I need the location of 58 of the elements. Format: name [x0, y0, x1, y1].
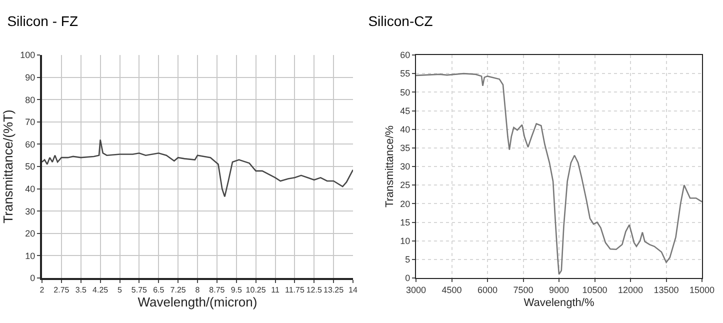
x-tick-label: 14 [348, 286, 358, 295]
y-tick-label: 55 [400, 68, 410, 79]
x-tick-label: 4500 [442, 284, 462, 295]
x-tick-label: 3.5 [75, 286, 87, 295]
y-tick-label: 25 [400, 180, 410, 190]
y-tick-label: 100 [20, 50, 36, 60]
y-tick-label: 70 [25, 117, 36, 128]
x-tick-label: 9.5 [230, 286, 242, 295]
x-axis-title: Wavelength/% [524, 297, 594, 309]
y-tick-label: 20 [400, 198, 410, 209]
x-tick-label: 6000 [477, 284, 498, 295]
x-tick-label: 12000 [618, 284, 644, 295]
x-tick-label: 11 [271, 286, 280, 295]
x-tick-label: 10.25 [246, 286, 266, 295]
y-axis-title: Transmittance/% [384, 125, 396, 208]
x-tick-label: 13.25 [324, 286, 344, 295]
x-tick-label: 8.75 [209, 286, 226, 295]
x-tick-label: 8 [195, 286, 200, 295]
y-tick-label: 0 [405, 273, 410, 284]
x-tick-label: 7.25 [170, 286, 186, 295]
x-tick-label: 5.75 [131, 286, 148, 295]
line-series [42, 139, 353, 198]
x-tick-label: 9000 [548, 284, 570, 295]
x-tick-label: 3000 [406, 284, 426, 295]
y-tick-label: 0 [30, 273, 36, 284]
chart-title: Silicon-CZ [368, 12, 434, 29]
y-tick-label: 60 [25, 139, 36, 150]
y-tick-label: 50 [25, 162, 36, 172]
y-axis-title: Transmittance/(%T) [0, 110, 16, 224]
y-tick-label: 40 [400, 124, 410, 134]
x-tick-label: 6.5 [153, 286, 165, 295]
y-tick-label: 5 [405, 254, 410, 265]
y-tick-label: 35 [400, 143, 410, 154]
y-tick-label: 45 [400, 106, 410, 116]
y-tick-label: 80 [25, 94, 36, 105]
y-tick-label: 30 [25, 206, 36, 216]
x-tick-label: 13500 [654, 284, 679, 295]
y-tick-label: 40 [25, 184, 36, 194]
y-tick-label: 50 [400, 87, 410, 98]
x-tick-label: 15000 [689, 284, 715, 295]
chart-title: Silicon - FZ [7, 12, 78, 29]
x-tick-label: 4.25 [92, 286, 109, 295]
x-tick-label: 5 [118, 286, 123, 295]
x-tick-label: 2 [40, 286, 45, 295]
y-tick-label: 15 [400, 217, 410, 228]
y-tick-label: 10 [25, 250, 36, 261]
x-axis-title: Wavelength/(micron) [138, 294, 258, 310]
x-tick-label: 2.75 [54, 286, 70, 295]
y-tick-label: 10 [400, 236, 410, 246]
line-series [416, 72, 702, 275]
y-tick-label: 60 [400, 50, 410, 60]
x-tick-label: 7500 [513, 284, 534, 295]
x-tick-label: 10500 [582, 284, 608, 295]
y-tick-label: 30 [400, 162, 410, 172]
x-tick-label: 11.75 [284, 286, 305, 295]
y-tick-label: 20 [25, 228, 36, 239]
x-tick-label: 12.5 [306, 286, 322, 295]
y-tick-label: 90 [25, 72, 36, 82]
